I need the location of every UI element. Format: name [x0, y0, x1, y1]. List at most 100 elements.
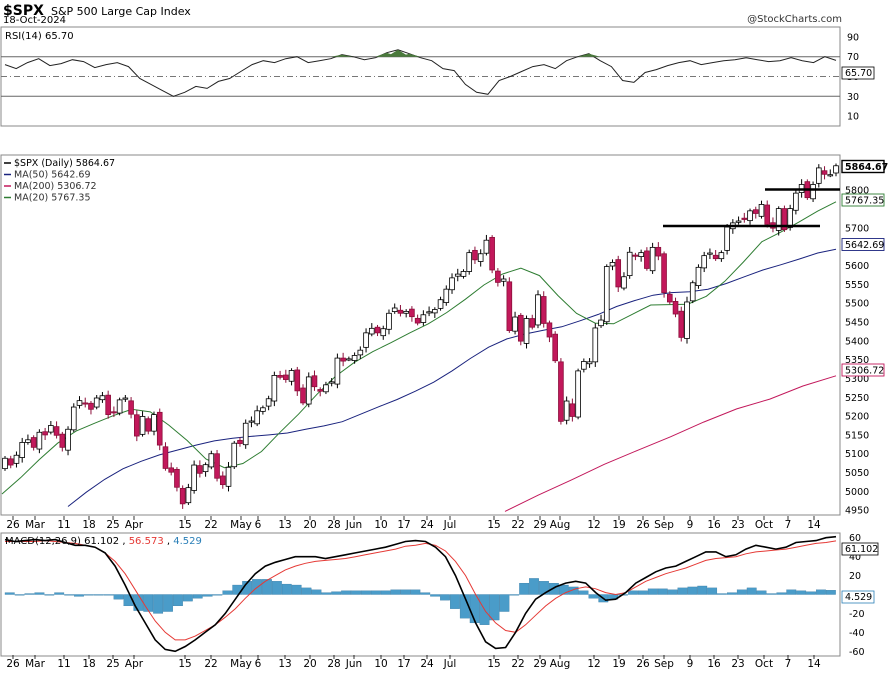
- candle-body: [59, 433, 66, 448]
- rsi-tick-label: 70: [847, 52, 859, 63]
- candle-body: [174, 468, 180, 488]
- candle-body: [810, 184, 816, 200]
- candle-body: [454, 273, 461, 277]
- price-tag-box: [841, 363, 885, 377]
- chart-date: 18-Oct-2024: [3, 15, 66, 26]
- candle-body: [386, 312, 392, 330]
- x-axis-bottom-label: 16: [707, 658, 721, 670]
- svg-text:4.529: 4.529: [845, 592, 872, 603]
- x-axis-bottom-label: 22: [511, 658, 524, 670]
- price-tick-label: 5400: [845, 336, 869, 347]
- rsi-panel: RSI(14) 65.70 9070503010 65.70: [0, 26, 875, 127]
- candle-body: [821, 170, 828, 175]
- x-axis-bottom-label: 7: [785, 658, 792, 670]
- macd-hist-bar: [212, 594, 223, 596]
- ticker-symbol: $SPX: [3, 3, 44, 19]
- macd-hist-bar: [746, 587, 757, 595]
- x-axis-top-label: 28: [327, 519, 340, 531]
- macd-hist-bar: [588, 594, 599, 599]
- price-tag-label: 5767.35: [845, 196, 884, 207]
- x-axis-top-label: Jul: [443, 519, 457, 531]
- candle-body: [351, 355, 358, 361]
- index-name: S&P 500 Large Cap Index: [50, 5, 191, 18]
- macd-hist-bar: [450, 594, 460, 609]
- price-tick-label: 5700: [845, 223, 869, 234]
- candle-body: [323, 384, 329, 393]
- macd-hist-bar: [341, 590, 352, 595]
- candle-body: [512, 316, 518, 332]
- x-axis-top-label: 9: [687, 519, 694, 531]
- rsi-line: [4, 49, 837, 97]
- macd-line: [4, 535, 837, 653]
- x-axis-top-label: 20: [303, 519, 316, 531]
- macd-hist-bar: [727, 592, 737, 595]
- x-axis-top-label: 24: [420, 519, 434, 531]
- price-tick-label: 5300: [845, 374, 869, 385]
- rsi-tick-label: 30: [847, 92, 859, 103]
- candle-body: [260, 407, 266, 412]
- candle-body: [53, 426, 60, 436]
- x-axis-bottom-label: Oct: [755, 658, 773, 670]
- candle-body: [655, 246, 662, 257]
- candle-body: [185, 487, 192, 504]
- macd-hist-bar: [262, 579, 272, 595]
- macd-hist-bar: [163, 594, 173, 612]
- x-axis-top: 26 Mar 11 18 25 Apr 15 22 May 6 13 20 28 Jun 10 17 24 Jul…: [6, 516, 821, 531]
- x-axis-top-label: 23: [731, 519, 744, 531]
- candle-body: [833, 165, 839, 174]
- x-axis-bottom-label: 10: [374, 658, 387, 670]
- candle-body: [414, 317, 421, 324]
- candle-body: [139, 416, 146, 435]
- macd-hist-bar: [113, 594, 124, 600]
- candle-body: [340, 357, 346, 362]
- x-axis-top-label: May: [230, 519, 252, 531]
- candle-body: [374, 326, 381, 334]
- candle-body: [70, 406, 77, 431]
- candle-body: [288, 370, 295, 382]
- x-axis-top-label: 10: [374, 519, 387, 531]
- price-tick-label: 5050: [845, 468, 869, 479]
- macd-hist-bar: [351, 590, 361, 595]
- price-tag-label: 5642.69: [845, 240, 884, 251]
- rsi-label: RSI(14) 65.70: [5, 31, 74, 42]
- candle-body: [489, 236, 495, 271]
- candle-body: [540, 296, 547, 324]
- candle-body: [747, 210, 753, 222]
- price-tick-label: 5450: [845, 317, 869, 328]
- macd-hist-bar: [24, 593, 35, 595]
- candle-body: [128, 400, 134, 415]
- candle-body: [65, 428, 71, 451]
- x-axis-top-label: 14: [807, 519, 821, 531]
- macd-hist-bar: [182, 594, 193, 602]
- candle-body: [460, 271, 467, 277]
- candle-body: [225, 466, 232, 487]
- candle-body: [517, 314, 524, 342]
- price-tick-label: 5000: [845, 487, 869, 498]
- price-tick-label: 5150: [845, 430, 869, 441]
- macd-hist-bar: [93, 594, 104, 596]
- x-axis-bottom-label: 25: [106, 658, 119, 670]
- macd-hist-bar: [756, 590, 767, 595]
- candle-body: [638, 252, 644, 257]
- x-axis-bottom-label: Apr: [125, 658, 144, 670]
- macd-hist-bar: [687, 586, 698, 595]
- x-axis-top-label: 26: [6, 519, 20, 531]
- candle-body: [346, 358, 352, 361]
- candle-body: [449, 277, 455, 291]
- macd-hist-bar: [647, 588, 658, 595]
- macd-hist-bar: [232, 584, 243, 595]
- macd-hist-bar: [420, 592, 431, 595]
- legend-entry: MA(20) 5767.35: [14, 193, 91, 204]
- price-value-tags: 5864.67 5767.35 5642.69 5306.72: [841, 159, 888, 377]
- macd-hist-bar: [281, 583, 292, 595]
- x-axis-bottom-label: Jun: [345, 658, 362, 670]
- x-axis-top-label: 19: [612, 519, 625, 531]
- candle-body: [93, 397, 100, 408]
- candle-body: [145, 418, 152, 432]
- candle-body: [179, 487, 186, 505]
- candle-body: [661, 253, 667, 293]
- price-tick-label: 5600: [845, 261, 869, 272]
- candle-body: [48, 425, 54, 433]
- ma20-line: [1, 201, 837, 495]
- legend-entry: MA(50) 5642.69: [14, 170, 91, 181]
